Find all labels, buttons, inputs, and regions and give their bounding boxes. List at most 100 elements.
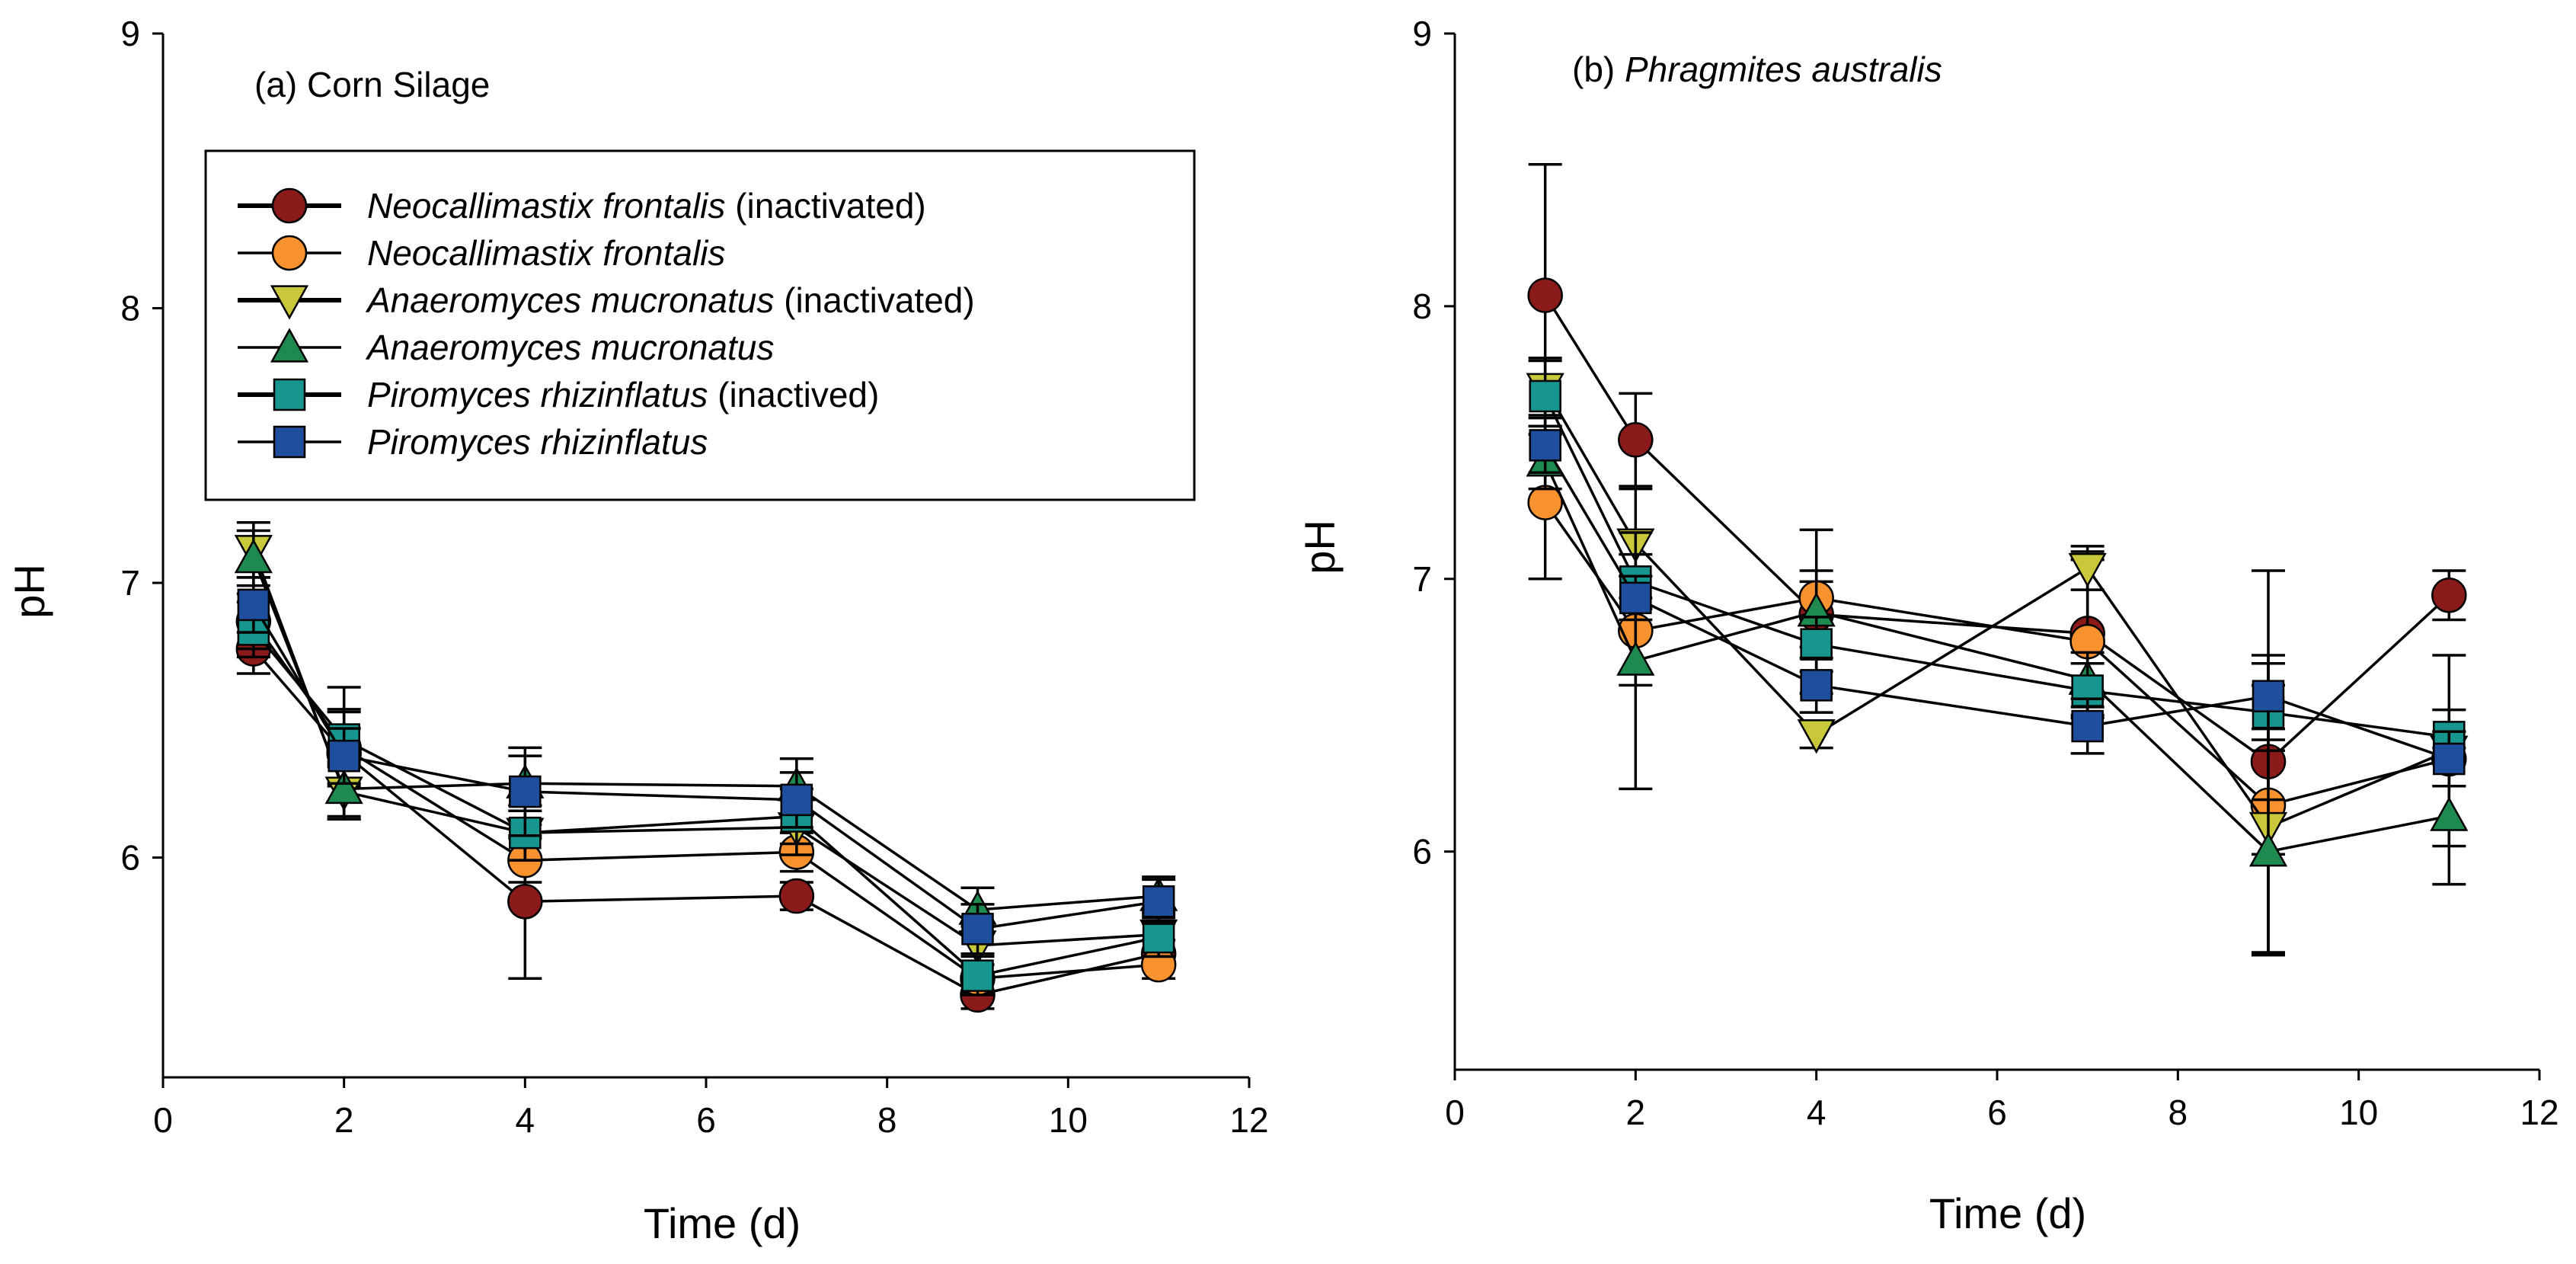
panel-b-x-tick-label: 2	[1626, 1093, 1646, 1132]
panel-a-data-point	[509, 775, 542, 808]
panel-b-data-point	[2068, 552, 2107, 588]
panel-b-series-line	[1544, 501, 2450, 807]
panel-a-series-4	[234, 529, 1178, 933]
panel-b-series-4	[1526, 433, 2469, 954]
panel-a-y-tick-label: 8	[120, 289, 140, 328]
legend-box	[204, 149, 1196, 501]
panel-b-series-line	[1544, 444, 2450, 760]
panel-a-series-line	[252, 549, 1159, 947]
legend-marker	[270, 328, 309, 363]
panel-b-plot-area: 0 2 4 6 8 10 12 6 7 8 9	[1412, 14, 2558, 1132]
panel-b-data-point	[1529, 429, 1561, 462]
panel-a-series-2	[235, 592, 1177, 997]
panel-a-x-axis-title: Time (d)	[644, 1199, 801, 1247]
legend-item: Neocallimastix frontalis	[238, 233, 725, 273]
panel-a-y-axis-title: pH	[5, 564, 53, 619]
panel-b-y-tick-label: 7	[1412, 559, 1432, 599]
legend-item: Anaeromyces mucronatus	[238, 328, 774, 367]
panel-b-x-tick-label: 0	[1445, 1093, 1465, 1132]
panel-a-data-point	[507, 884, 543, 920]
panel-a-series-line	[252, 620, 1159, 981]
panel-b-phragmites-australis: (b) Phragmites australis Time (d) pH 0 2 4…	[1296, 14, 2559, 1237]
panel-a-series-1	[235, 622, 1177, 1013]
legend-label: Piromyces rhizinflatus	[367, 422, 708, 462]
panel-b-data-point	[2252, 680, 2285, 712]
panel-a-y-tick-label: 6	[120, 838, 140, 878]
panel-b-axes	[1453, 34, 2539, 1071]
panel-b-data-point	[2431, 578, 2467, 613]
panel-b-x-tick-label: 6	[1987, 1093, 2007, 1132]
panel-b-series-line	[1544, 387, 2450, 829]
legend-label: Anaeromyces mucronatus (inactivated)	[365, 280, 975, 320]
panel-b-series-2	[1527, 424, 2467, 957]
panel-a-x-tick-label: 6	[696, 1100, 716, 1140]
legend-item: Piromyces rhizinflatus	[238, 422, 708, 462]
legend-label: Anaeromyces mucronatus	[365, 328, 774, 367]
panel-a-data-point	[778, 878, 815, 914]
legend-label: Piromyces rhizinflatus (inactived)	[367, 375, 879, 414]
legend-item: Anaeromyces mucronatus (inactivated)	[238, 280, 975, 320]
panel-b-series-line	[1544, 395, 2450, 739]
panel-a-series-line	[252, 629, 1159, 978]
legend-label: Neocallimastix frontalis (inactivated)	[367, 186, 926, 226]
panel-b-x-tick-label: 4	[1807, 1093, 1827, 1132]
panel-a-y-tick-label: 9	[120, 14, 140, 53]
panel-a-series-line	[252, 603, 1159, 931]
panel-b-x-tick-label: 8	[2169, 1093, 2188, 1132]
panel-b-data-point	[2071, 709, 2104, 743]
panel-b-data-point	[1800, 669, 1833, 702]
panel-b-data-point	[1619, 581, 1652, 615]
panel-a-x-tick-label: 12	[1229, 1100, 1268, 1140]
panel-b-series-3	[1526, 359, 2469, 856]
panel-a-x-tick-label: 0	[153, 1100, 173, 1140]
panel-a-x-tick-label: 8	[877, 1100, 897, 1140]
panel-a-data-point	[237, 588, 270, 622]
panel-b-data-point	[1800, 628, 1833, 661]
panel-b-data-point	[2430, 796, 2469, 831]
panel-b-series-line	[1544, 461, 2450, 853]
legend-marker	[271, 235, 308, 271]
panel-b-x-axis-title: Time (d)	[1929, 1189, 2086, 1237]
panel-b-data-point	[1527, 277, 1563, 313]
panel-a-data-point	[961, 913, 994, 946]
panel-a-data-point	[234, 539, 273, 574]
panel-b-series-1	[1527, 163, 2467, 954]
panel-b-series-line	[1544, 294, 2450, 763]
panel-b-y-tick-label: 6	[1412, 832, 1432, 872]
panel-a-x-tick-label: 10	[1049, 1100, 1088, 1140]
legend-label: Neocallimastix frontalis	[367, 233, 725, 273]
panel-b-data-point	[1616, 641, 1655, 676]
panel-b-series-5	[1528, 357, 2466, 766]
legend-marker	[271, 187, 308, 224]
panel-a-data-point	[1142, 885, 1175, 918]
panel-b-data-point	[1527, 485, 1563, 520]
panel-b-y-tick-label: 8	[1412, 286, 1432, 326]
legend-marker	[273, 425, 306, 459]
panel-b-series-6	[1528, 416, 2466, 788]
panel-a-plot-area: 0 2 4 6 8 10 12 6 7 8 9	[120, 14, 1268, 1140]
legend-marker	[273, 378, 306, 411]
legend-item: Neocallimastix frontalis (inactivated)	[238, 186, 926, 226]
panel-b-data-point	[1529, 379, 1561, 413]
panel-b-x-tick-label: 10	[2339, 1093, 2378, 1132]
panel-b-y-tick-label: 9	[1412, 14, 1432, 53]
panel-b-x-tick-label: 12	[2520, 1093, 2558, 1132]
panel-a-x-tick-label: 2	[334, 1100, 354, 1140]
panel-a-data-point	[324, 769, 363, 805]
panel-a-corn-silage: (a) Corn Silage Time (d) pH 0 2 4 6 8 10 12 6 7 8…	[5, 14, 1269, 1247]
panel-b-y-axis-title: pH	[1296, 520, 1344, 574]
panel-a-data-point	[961, 959, 994, 992]
panel-b-title: (b) Phragmites australis	[1572, 50, 1942, 89]
panel-a-data-point	[780, 783, 813, 817]
legend-marker	[270, 285, 309, 320]
panel-a-title: (a) Corn Silage	[254, 65, 490, 104]
panel-a-y-tick-label: 7	[120, 563, 140, 603]
panel-a-series-6	[236, 576, 1176, 955]
panel-b-data-point	[1618, 422, 1654, 458]
panel-b-data-point	[2248, 832, 2288, 867]
panel-a-series-line	[252, 557, 1159, 911]
legend-item: Piromyces rhizinflatus (inactived)	[238, 375, 879, 414]
panel-b-data-point	[1797, 719, 1836, 754]
panel-a-x-tick-label: 4	[516, 1100, 535, 1140]
